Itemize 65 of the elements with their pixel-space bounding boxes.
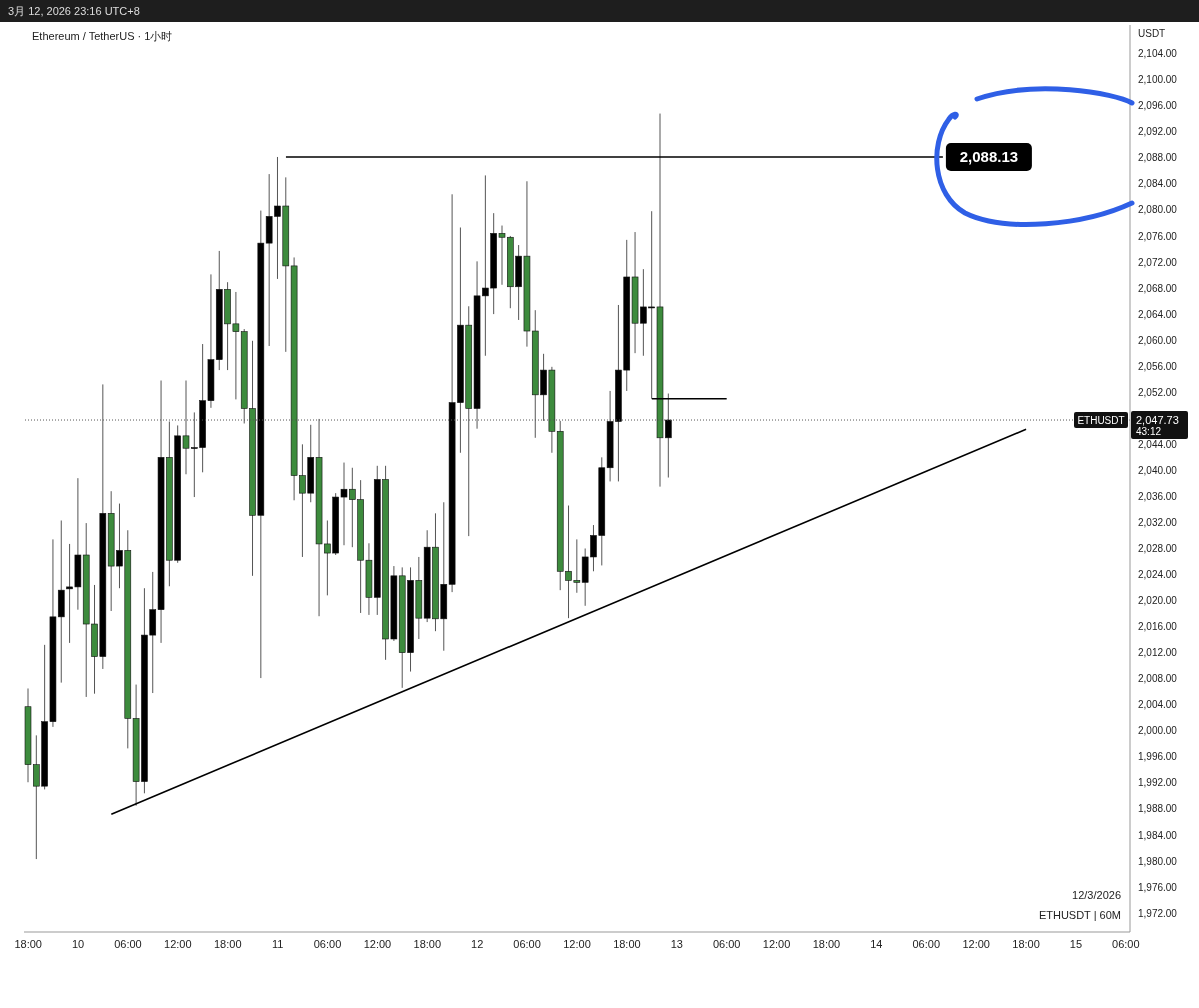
x-tick-label: 06:00 bbox=[513, 937, 541, 950]
x-tick-label: 18:00 bbox=[413, 937, 442, 950]
y-tick-label: 2,044.00 bbox=[1138, 438, 1178, 450]
annotation: 2,088.13 bbox=[959, 147, 1019, 165]
y-tick-label: 2,008.00 bbox=[1138, 673, 1178, 685]
y-tick-label: 1,984.00 bbox=[1138, 829, 1178, 841]
annotation: ETHUSDT | 60M bbox=[1038, 908, 1121, 923]
y-tick-label: 2,100.00 bbox=[1138, 74, 1178, 86]
y-tick-label: 2,052.00 bbox=[1138, 386, 1178, 398]
x-tick-label: 12:00 bbox=[962, 937, 990, 950]
x-tick-label: 15 bbox=[1069, 937, 1083, 950]
y-tick-label: 2,060.00 bbox=[1138, 334, 1178, 346]
x-tick-label: 06:00 bbox=[114, 937, 142, 950]
y-tick-label: 2,000.00 bbox=[1138, 725, 1178, 737]
y-tick-label: 2,076.00 bbox=[1138, 230, 1178, 242]
y-tick-label: 2,040.00 bbox=[1138, 464, 1178, 476]
x-tick-label: 10 bbox=[71, 937, 85, 950]
y-tick-label: 2,004.00 bbox=[1138, 699, 1178, 711]
y-axis-title: USDT bbox=[1138, 28, 1166, 39]
y-tick-label: 2,012.00 bbox=[1138, 647, 1178, 659]
x-tick-label: 12:00 bbox=[563, 937, 591, 950]
y-tick-label: 2,088.00 bbox=[1138, 152, 1178, 164]
x-tick-label: 14 bbox=[870, 937, 883, 950]
x-tick-label: 12:00 bbox=[164, 937, 192, 950]
y-tick-label: 1,996.00 bbox=[1138, 751, 1178, 763]
x-tick-label: 12:00 bbox=[762, 937, 791, 950]
x-tick-label: 12 bbox=[471, 937, 484, 950]
y-tick-label: 1,976.00 bbox=[1138, 881, 1178, 893]
y-tick-label: 2,080.00 bbox=[1138, 204, 1178, 216]
x-tick-label: 06:00 bbox=[1112, 937, 1140, 950]
x-tick-label: 18:00 bbox=[1012, 937, 1040, 950]
y-tick-label: 1,992.00 bbox=[1138, 777, 1178, 789]
x-tick-label: 18:00 bbox=[14, 937, 42, 950]
y-tick-label: 2,020.00 bbox=[1138, 595, 1178, 607]
x-tick-label: 06:00 bbox=[313, 937, 342, 950]
x-tick-label: 13 bbox=[670, 937, 683, 950]
annotation: 12/3/2026 bbox=[1071, 888, 1121, 903]
x-tick-label: 18:00 bbox=[213, 937, 242, 950]
chart-title: Ethereum / TetherUS · 1小时 bbox=[32, 29, 173, 44]
y-tick-label: 1,980.00 bbox=[1138, 855, 1178, 867]
y-tick-label: 2,032.00 bbox=[1138, 517, 1178, 528]
text: 43:12 bbox=[1136, 426, 1162, 438]
y-tick-label: 2,084.00 bbox=[1138, 178, 1178, 190]
chart-subtitle: 3月 12, 2026 23:16 UTC+8 bbox=[0, 0, 1199, 22]
y-tick-label: 2,096.00 bbox=[1138, 100, 1178, 112]
x-tick-label: 06:00 bbox=[912, 937, 941, 950]
y-tick-label: 2,016.00 bbox=[1138, 621, 1178, 633]
ref-line-label: ETHUSDT bbox=[1077, 415, 1125, 427]
y-tick-label: 2,056.00 bbox=[1138, 360, 1178, 372]
x-tick-label: 18:00 bbox=[613, 937, 641, 950]
x-tick-label: 11 bbox=[271, 937, 284, 950]
x-tick-label: 12:00 bbox=[363, 937, 392, 950]
y-tick-label: 2,092.00 bbox=[1138, 126, 1178, 138]
y-tick-label: 1,972.00 bbox=[1138, 907, 1178, 919]
y-tick-label: 2,024.00 bbox=[1138, 569, 1178, 581]
x-tick-label: 06:00 bbox=[712, 937, 741, 950]
y-tick-label: 2,072.00 bbox=[1138, 256, 1178, 268]
y-tick-label: 2,068.00 bbox=[1138, 282, 1178, 294]
y-tick-label: 2,064.00 bbox=[1138, 308, 1178, 320]
y-tick-label: 2,036.00 bbox=[1138, 490, 1178, 502]
y-tick-label: 1,988.00 bbox=[1138, 803, 1178, 815]
text: 2,047.73 bbox=[1136, 414, 1179, 427]
y-tick-label: 2,104.00 bbox=[1138, 48, 1178, 60]
y-tick-label: 2,028.00 bbox=[1138, 543, 1178, 555]
x-tick-label: 18:00 bbox=[812, 937, 841, 950]
